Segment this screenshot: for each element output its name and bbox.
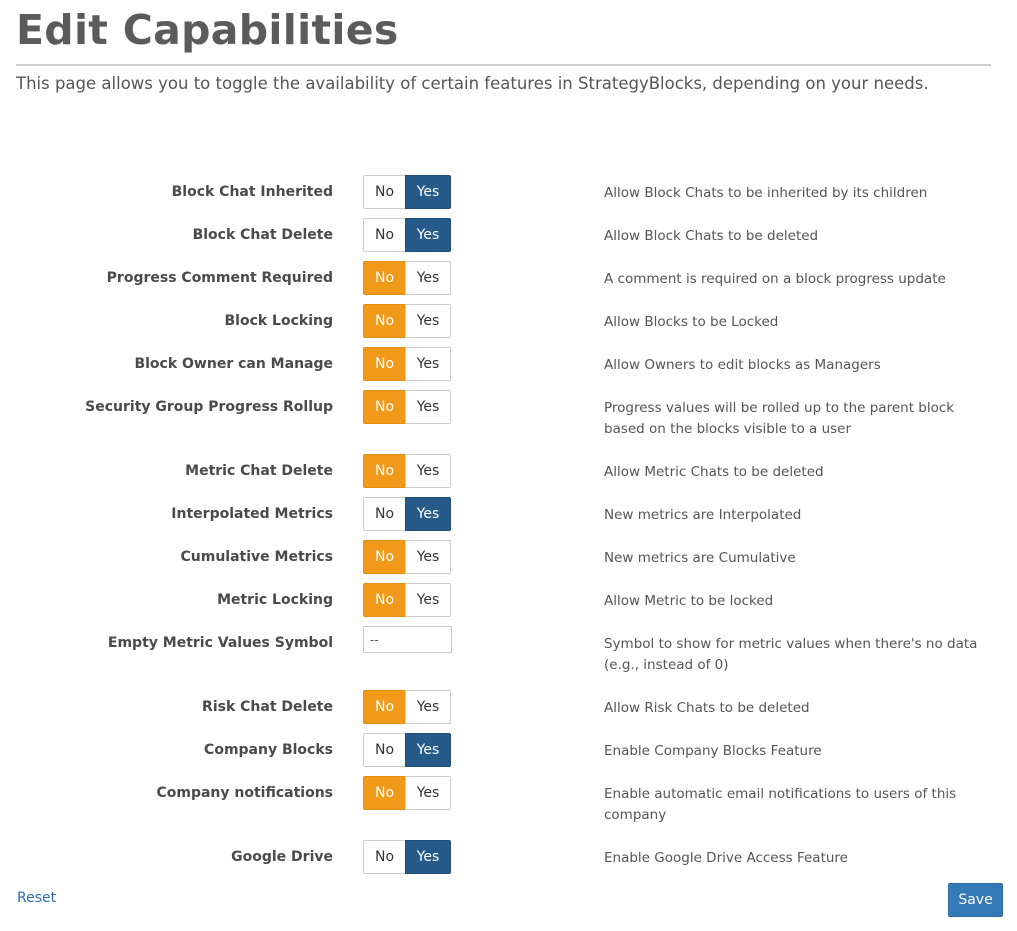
setting-description: Allow Blocks to be Locked xyxy=(604,314,779,330)
reset-link[interactable]: Reset xyxy=(17,890,57,906)
toggle-yes-button[interactable]: Yes xyxy=(405,733,451,767)
setting-label: Security Group Progress Rollup xyxy=(85,399,333,415)
toggle-yes-button[interactable]: Yes xyxy=(405,690,451,724)
page-intro: This page allows you to toggle the avail… xyxy=(16,74,929,93)
toggle-yes-button[interactable]: Yes xyxy=(405,261,451,295)
setting-description: New metrics are Cumulative xyxy=(604,550,796,566)
toggle-no-button[interactable]: No xyxy=(363,454,406,488)
setting-label: Empty Metric Values Symbol xyxy=(107,635,333,651)
toggle-no-button[interactable]: No xyxy=(363,261,406,295)
toggle-yes-button[interactable]: Yes xyxy=(405,304,451,338)
setting-description: Progress values will be rolled up to the… xyxy=(604,400,955,437)
toggle-no-button[interactable]: No xyxy=(363,840,406,874)
setting-description: New metrics are Interpolated xyxy=(604,507,802,523)
setting-label: Metric Chat Delete xyxy=(185,463,333,479)
setting-label: Company notifications xyxy=(156,785,333,801)
toggle-group: No Yes xyxy=(363,304,451,338)
setting-description: Allow Owners to edit blocks as Managers xyxy=(604,357,881,373)
toggle-yes-button[interactable]: Yes xyxy=(405,540,451,574)
toggle-group: No Yes xyxy=(363,776,451,810)
toggle-no-button[interactable]: No xyxy=(363,304,406,338)
toggle-yes-button[interactable]: Yes xyxy=(405,218,451,252)
setting-description: Allow Block Chats to be deleted xyxy=(604,228,819,244)
toggle-yes-button[interactable]: Yes xyxy=(405,175,451,209)
empty-metric-symbol-input[interactable] xyxy=(363,626,452,653)
setting-label: Block Chat Delete xyxy=(192,227,333,243)
toggle-group: No Yes xyxy=(363,175,451,209)
toggle-group: No Yes xyxy=(363,840,451,874)
toggle-yes-button[interactable]: Yes xyxy=(405,390,451,424)
setting-label: Metric Locking xyxy=(217,592,333,608)
title-divider xyxy=(16,64,991,66)
toggle-group: No Yes xyxy=(363,347,451,381)
setting-label: Company Blocks xyxy=(204,742,333,758)
toggle-no-button[interactable]: No xyxy=(363,733,406,767)
setting-label: Interpolated Metrics xyxy=(171,506,333,522)
toggle-yes-button[interactable]: Yes xyxy=(405,497,451,531)
toggle-no-button[interactable]: No xyxy=(363,175,406,209)
toggle-group: No Yes xyxy=(363,497,451,531)
toggle-group: No Yes xyxy=(363,261,451,295)
toggle-group: No Yes xyxy=(363,583,451,617)
setting-label: Progress Comment Required xyxy=(106,270,333,286)
toggle-no-button[interactable]: No xyxy=(363,497,406,531)
toggle-no-button[interactable]: No xyxy=(363,690,406,724)
toggle-yes-button[interactable]: Yes xyxy=(405,840,451,874)
setting-label: Google Drive xyxy=(231,849,333,865)
setting-label: Block Chat Inherited xyxy=(171,184,333,200)
toggle-yes-button[interactable]: Yes xyxy=(405,347,451,381)
toggle-yes-button[interactable]: Yes xyxy=(405,776,451,810)
toggle-no-button[interactable]: No xyxy=(363,347,406,381)
toggle-no-button[interactable]: No xyxy=(363,540,406,574)
toggle-group: No Yes xyxy=(363,218,451,252)
toggle-yes-button[interactable]: Yes xyxy=(405,454,451,488)
page-title: Edit Capabilities xyxy=(16,6,399,54)
toggle-group: No Yes xyxy=(363,454,451,488)
setting-label: Risk Chat Delete xyxy=(202,699,333,715)
setting-description: Symbol to show for metric values when th… xyxy=(604,636,978,673)
toggle-group: No Yes xyxy=(363,733,451,767)
setting-description: A comment is required on a block progres… xyxy=(604,271,946,287)
toggle-no-button[interactable]: No xyxy=(363,390,406,424)
save-button[interactable]: Save xyxy=(948,883,1003,917)
setting-label: Cumulative Metrics xyxy=(180,549,333,565)
setting-description: Enable Company Blocks Feature xyxy=(604,743,822,759)
setting-description: Enable Google Drive Access Feature xyxy=(604,850,848,866)
toggle-group: No Yes xyxy=(363,690,451,724)
toggle-no-button[interactable]: No xyxy=(363,583,406,617)
setting-description: Allow Metric Chats to be deleted xyxy=(604,464,824,480)
toggle-no-button[interactable]: No xyxy=(363,218,406,252)
toggle-group: No Yes xyxy=(363,540,451,574)
toggle-no-button[interactable]: No xyxy=(363,776,406,810)
setting-label: Block Owner can Manage xyxy=(134,356,333,372)
setting-description: Allow Block Chats to be inherited by its… xyxy=(604,185,928,201)
setting-label: Block Locking xyxy=(224,313,333,329)
setting-description: Allow Risk Chats to be deleted xyxy=(604,700,810,716)
setting-description: Enable automatic email notifications to … xyxy=(604,786,957,823)
toggle-group: No Yes xyxy=(363,390,451,424)
toggle-yes-button[interactable]: Yes xyxy=(405,583,451,617)
setting-description: Allow Metric to be locked xyxy=(604,593,774,609)
